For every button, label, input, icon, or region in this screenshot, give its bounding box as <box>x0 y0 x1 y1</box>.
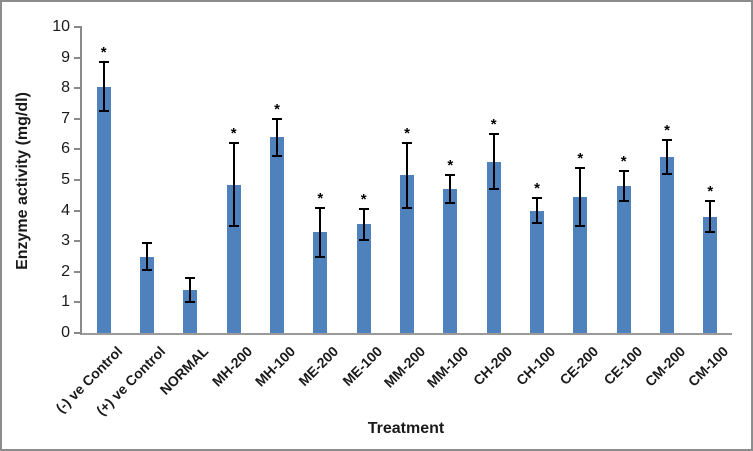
significance-marker: * <box>534 180 540 198</box>
error-bar-cap <box>575 224 586 227</box>
error-bar-cap <box>662 139 672 142</box>
bar <box>573 196 588 333</box>
significance-marker: * <box>404 125 410 143</box>
y-axis-tick <box>74 240 82 243</box>
error-bar-cap <box>488 133 499 136</box>
y-axis-tick <box>74 117 82 120</box>
bar <box>356 224 371 333</box>
error-bar-cap <box>272 154 282 157</box>
x-axis-title: Treatment <box>367 420 445 437</box>
error-bar-cap <box>358 238 369 241</box>
significance-marker: * <box>360 191 367 209</box>
y-axis-tick <box>74 209 82 212</box>
error-bar <box>579 167 582 226</box>
error-bar-cap <box>98 110 109 113</box>
error-bar-cap <box>315 206 326 209</box>
error-bar-cap <box>488 188 499 191</box>
error-bar-cap <box>98 61 109 64</box>
y-axis-tick-label: 4 <box>61 201 70 219</box>
error-bar-cap <box>142 241 152 244</box>
y-axis-tick-label: 5 <box>61 171 70 188</box>
significance-marker: * <box>620 152 627 170</box>
y-axis-tick-label: 7 <box>61 109 70 127</box>
error-bar-cap <box>575 166 586 169</box>
error-bar <box>319 207 322 257</box>
error-bar <box>189 277 192 303</box>
error-bar-cap <box>185 276 196 279</box>
y-axis-tick <box>74 301 82 304</box>
significance-marker: * <box>447 157 454 175</box>
error-bar-cap <box>532 197 542 200</box>
error-bar <box>362 209 365 240</box>
error-bar <box>102 62 105 112</box>
error-bar-cap <box>532 221 542 224</box>
significance-marker: * <box>230 125 237 143</box>
error-bar-cap <box>618 169 629 172</box>
error-bar-cap <box>185 301 196 304</box>
error-bar <box>406 143 408 208</box>
bar <box>660 157 674 333</box>
y-axis-tick <box>74 270 82 273</box>
plot-area: 0 1 2 3 4 5 6 7 8 9 10 * * * * * * * * * * * * * <box>52 18 732 341</box>
bar <box>226 184 241 333</box>
error-bar <box>449 175 452 203</box>
y-axis-tick-label: 10 <box>52 18 70 35</box>
significance-marker: * <box>490 116 497 134</box>
error-bar-cap <box>142 269 152 272</box>
error-bar <box>232 143 235 226</box>
error-bar-cap <box>228 224 239 227</box>
error-bar-cap <box>705 231 716 234</box>
y-axis-tick-label: 6 <box>61 140 70 158</box>
significance-marker: * <box>100 44 107 62</box>
significance-marker: * <box>577 149 584 167</box>
bar <box>486 161 501 333</box>
y-axis-tick-label: 0 <box>61 324 70 341</box>
y-axis-tick-label: 1 <box>61 293 70 311</box>
significance-marker: * <box>664 122 670 140</box>
error-bar <box>709 201 712 232</box>
error-bar-cap <box>445 174 456 177</box>
error-bar-cap <box>402 206 412 209</box>
error-bar-cap <box>358 208 369 211</box>
significance-marker: * <box>707 183 714 201</box>
error-bar <box>666 140 668 174</box>
y-axis-tick <box>74 26 82 28</box>
bar <box>183 290 198 333</box>
bar <box>400 175 414 333</box>
y-axis-title: Enzyme activity (mg/dl) <box>14 92 31 270</box>
y-axis-tick <box>74 332 82 334</box>
error-bar-cap <box>618 200 629 203</box>
y-axis-tick <box>74 87 82 90</box>
error-bar <box>536 198 538 223</box>
error-bar-cap <box>445 201 456 204</box>
bar <box>616 186 631 333</box>
error-bar <box>276 118 278 156</box>
y-axis-tick <box>74 148 82 151</box>
significance-marker: * <box>274 100 280 118</box>
y-axis-tick-label: 2 <box>61 262 70 280</box>
error-bar-cap <box>662 172 672 175</box>
error-bar-cap <box>315 255 326 258</box>
bar <box>443 189 458 333</box>
error-bar-cap <box>402 142 412 145</box>
bar <box>140 256 154 333</box>
bar <box>703 216 718 333</box>
error-bar-cap <box>228 142 239 145</box>
bar <box>530 210 544 333</box>
error-bar-cap <box>272 117 282 120</box>
y-axis-tick <box>74 179 82 181</box>
bar <box>96 86 111 333</box>
error-bar <box>622 170 625 202</box>
error-bar <box>146 242 148 271</box>
bar <box>270 137 284 333</box>
significance-marker: * <box>317 189 324 207</box>
y-axis-tick <box>74 56 82 59</box>
error-bar-cap <box>705 200 716 203</box>
error-bar <box>492 134 495 190</box>
y-axis-tick-label: 3 <box>61 232 70 250</box>
y-axis-tick-label: 9 <box>61 48 70 66</box>
y-axis-tick-label: 8 <box>61 79 70 97</box>
